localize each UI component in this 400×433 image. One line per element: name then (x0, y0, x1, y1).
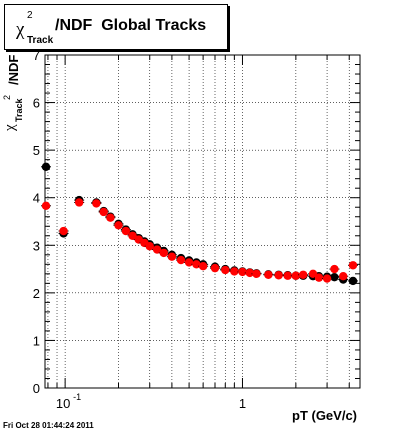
data-point-red (330, 264, 339, 274)
data-point-red (92, 199, 101, 208)
data-point-red (145, 242, 154, 251)
x-axis-label: pT (GeV/c) (292, 408, 358, 423)
data-point-red (264, 270, 273, 279)
data-point-red (291, 271, 301, 280)
y-tick-label: 3 (33, 238, 40, 253)
data-point-red (59, 226, 68, 236)
data-point-black (348, 276, 358, 286)
data-point-red (283, 271, 292, 280)
title-superscript: 2 (27, 10, 33, 21)
y-axis-label: 2 χ Track /NDF (0, 0, 40, 160)
data-point-red (339, 272, 348, 281)
axis-ticks (45, 54, 360, 389)
data-point-red (152, 245, 162, 254)
ylabel-chi-symbol: χ (2, 124, 18, 131)
data-point-red (99, 207, 108, 217)
data-point-black (41, 162, 51, 171)
x-tick-label: 10 (56, 396, 70, 411)
data-point-red (176, 255, 186, 265)
data-point-red (314, 273, 324, 282)
x-tick-label-exponent: -1 (73, 392, 81, 402)
data-series (40, 162, 358, 286)
timestamp: Fri Oct 28 01:44:24 2011 (3, 421, 94, 430)
y-tick-label: 7 (33, 48, 40, 63)
data-point-red (274, 271, 283, 280)
data-point-red (198, 262, 208, 271)
x-tick-labels: 10 -1 1 (56, 392, 246, 411)
title-chi-symbol: χ (16, 19, 25, 40)
data-point-red (221, 265, 230, 275)
y-tick-label: 1 (33, 333, 40, 348)
ylabel-rest: /NDF (6, 54, 21, 85)
title-subscript: Track (27, 35, 54, 46)
data-point-red (348, 261, 358, 270)
ylabel-superscript: 2 (2, 94, 12, 100)
data-point-red (121, 226, 131, 236)
data-point-red (106, 213, 115, 222)
data-point-red (167, 252, 177, 261)
data-point-red (184, 258, 194, 267)
data-point-red (41, 201, 51, 211)
data-point-black (330, 272, 339, 282)
y-tick-label: 4 (33, 191, 40, 206)
y-tick-label: 0 (33, 381, 40, 396)
data-point-red (128, 231, 137, 240)
chart-title: /NDF Global Tracks (55, 17, 207, 34)
data-point-red (245, 268, 255, 278)
y-tick-label: 5 (33, 143, 40, 158)
data-point-red (252, 269, 261, 279)
y-tick-label: 2 (33, 286, 40, 301)
ylabel-subscript: Track (14, 98, 24, 122)
data-point-red (159, 248, 168, 258)
data-point-red (298, 270, 308, 279)
y-tick-label: 6 (33, 96, 40, 111)
data-point-red (238, 267, 247, 277)
data-point-red (210, 263, 220, 273)
data-point-red (322, 274, 332, 283)
grid (45, 54, 360, 389)
data-point-red (230, 267, 239, 276)
plot-frame (44, 54, 361, 389)
chart-title-box: χ 2 Track /NDF Global Tracks (4, 4, 228, 50)
data-point-red (74, 198, 84, 207)
x-tick-label: 1 (239, 396, 246, 411)
data-point-red (114, 221, 123, 230)
y-tick-labels: 0 1 2 3 4 5 6 7 (33, 48, 40, 396)
